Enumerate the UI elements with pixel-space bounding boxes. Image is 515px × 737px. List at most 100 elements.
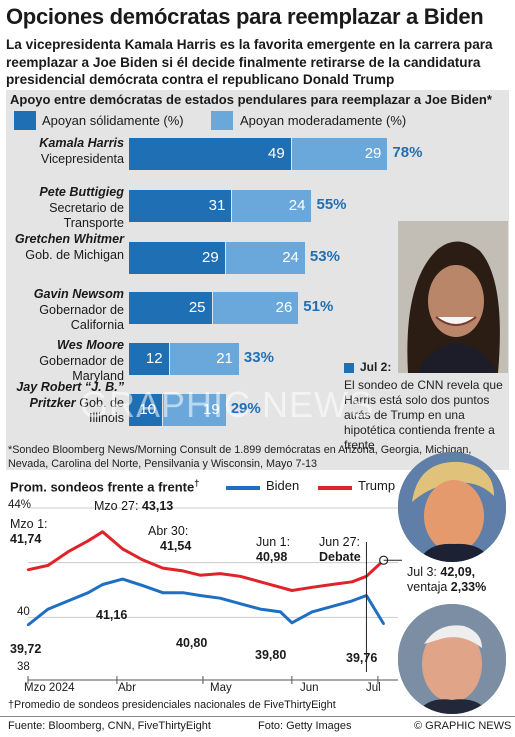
row-label: Jay Robert “J. B.” Pritzker Gob. de Illi… xyxy=(6,380,124,427)
bar-strong-value: 10 xyxy=(139,401,156,418)
bar-strong-value: 31 xyxy=(208,197,226,214)
poll-footnote: †Promedio de sondeos presidenciales naci… xyxy=(8,699,336,711)
data-point xyxy=(198,594,202,597)
bar-moderate-value: 21 xyxy=(216,350,233,367)
legend-trump-label: Trump xyxy=(358,478,396,493)
data-point xyxy=(330,605,334,608)
bar-panel-title: Apoyo entre demócratas de estados pendul… xyxy=(10,92,492,107)
callout-text: El sondeo de CNN revela que Harris está … xyxy=(344,378,503,452)
callout-date: Jul 2: xyxy=(360,360,392,374)
bar-moderate-value: 29 xyxy=(364,145,382,162)
row-label: Kamala Harris Vicepresidenta xyxy=(6,136,124,167)
anno-jul3: Jul 3: 42,09, xyxy=(407,565,476,579)
row-name: Jay Robert “J. B.” Pritzker xyxy=(16,380,124,410)
y-label-bottom: 38 xyxy=(17,661,30,673)
data-point xyxy=(141,558,144,562)
legend-moderate-label: Apoyan moderadamente (%) xyxy=(240,113,407,128)
data-point xyxy=(350,599,354,603)
bar-rows: Kamala Harris Vicepresidenta 49 29 78% Pete … xyxy=(6,136,422,446)
anno-jun1-label: Jun 1: xyxy=(256,535,291,549)
data-point xyxy=(66,599,70,603)
row-role: Gob. de Michigan xyxy=(25,247,124,262)
bar-strong-value: 25 xyxy=(188,299,206,316)
bar-strong-value: 12 xyxy=(145,350,163,367)
month-mar: Mzo 2024 xyxy=(24,682,75,694)
month-apr: Abr xyxy=(118,682,136,694)
page-subtitle: La vicepresidenta Kamala Harris es la fa… xyxy=(6,37,493,87)
bar-total: 51% xyxy=(303,298,334,315)
bar-moderate: 19 xyxy=(163,394,226,426)
watermark: GRAPHIC NEWS xyxy=(80,384,375,425)
legend-biden-swatch xyxy=(226,486,260,490)
row-label: Wes Moore Gobernador de Maryland xyxy=(6,338,124,385)
bar-strong-value: 49 xyxy=(268,145,285,162)
anno-apr30-trump: 41,54 xyxy=(160,539,192,553)
data-point xyxy=(290,589,294,592)
biden-photo xyxy=(398,604,506,714)
data-point xyxy=(330,583,334,586)
data-point xyxy=(259,607,262,611)
bar-strong: 12 xyxy=(129,343,169,375)
anno-jun27-label: Jun 27: xyxy=(319,535,361,549)
callout-marker xyxy=(344,363,354,373)
legend-strong-label: Apoyan sólidamente (%) xyxy=(42,113,184,128)
row-label: Pete Buttigieg Secretario de Transporte xyxy=(6,185,124,232)
data-point xyxy=(121,547,124,551)
row-role: Gobernador de Maryland xyxy=(39,353,124,384)
bar-moderate: 21 xyxy=(169,343,239,375)
row-role: Gob. de Illinois xyxy=(79,395,124,426)
data-point xyxy=(26,568,30,571)
poll-line-chart xyxy=(26,507,402,684)
data-point xyxy=(279,610,282,614)
data-point xyxy=(279,586,282,589)
row-name: Gretchen Whitmer xyxy=(14,232,124,246)
data-point xyxy=(46,564,50,567)
month-jun: Jun xyxy=(300,682,319,694)
y-label-mid: 40 xyxy=(17,606,30,618)
bar-total: 55% xyxy=(316,196,347,213)
data-point xyxy=(350,580,354,583)
month-jul: Jul xyxy=(366,682,381,694)
data-point xyxy=(382,622,385,626)
data-point xyxy=(46,607,50,611)
bar-total: 53% xyxy=(309,248,340,265)
data-point xyxy=(101,530,104,533)
data-point xyxy=(101,583,104,586)
footer-divider xyxy=(0,716,515,717)
anno-jun1-biden: 39,80 xyxy=(255,648,287,662)
anno-jun1-trump: 40,98 xyxy=(256,550,288,564)
row-role: Secretario de Transporte xyxy=(49,200,124,231)
anno-apr30-biden: 40,80 xyxy=(176,636,208,650)
anno-mar1-label: Mzo 1: xyxy=(10,517,48,531)
data-point xyxy=(218,572,222,575)
bar-strong: 49 xyxy=(129,138,291,170)
bar-footnote: *Sondeo Bloomberg News/Morning Consult d… xyxy=(8,444,472,470)
data-point xyxy=(141,584,144,587)
data-point xyxy=(87,591,90,594)
data-point xyxy=(198,574,202,577)
footer-photo: Foto: Getty Images xyxy=(258,720,352,732)
anno-apr30-label: Abr 30: xyxy=(148,524,189,538)
bar-total: 29% xyxy=(230,400,261,417)
data-point xyxy=(181,569,185,573)
row-name: Gavin Newsom xyxy=(33,287,124,301)
harris-photo xyxy=(398,221,508,373)
footer-source: Fuente: Bloomberg, CNN, FiveThirtyEight xyxy=(8,720,211,732)
row-role: Gobernador de California xyxy=(39,302,124,333)
bar-moderate-value: 24 xyxy=(288,197,306,214)
row-label: Gretchen Whitmer Gob. de Michigan xyxy=(6,232,124,263)
bar-total: 33% xyxy=(243,349,274,366)
series-line-trump xyxy=(27,530,385,592)
data-point xyxy=(239,602,242,605)
row-name: Wes Moore xyxy=(57,338,124,352)
legend-biden-label: Biden xyxy=(266,478,300,493)
bar-moderate-value: 24 xyxy=(282,249,299,266)
bar-moderate: 26 xyxy=(212,292,299,324)
legend-moderate-swatch xyxy=(211,111,233,130)
data-point xyxy=(121,577,124,581)
anno-mar1-trump: 41,74 xyxy=(10,532,42,546)
legend-trump-swatch xyxy=(318,486,352,490)
row-role: Vicepresidenta xyxy=(40,151,124,166)
data-point xyxy=(259,580,262,583)
bar-moderate: 24 xyxy=(225,242,305,274)
